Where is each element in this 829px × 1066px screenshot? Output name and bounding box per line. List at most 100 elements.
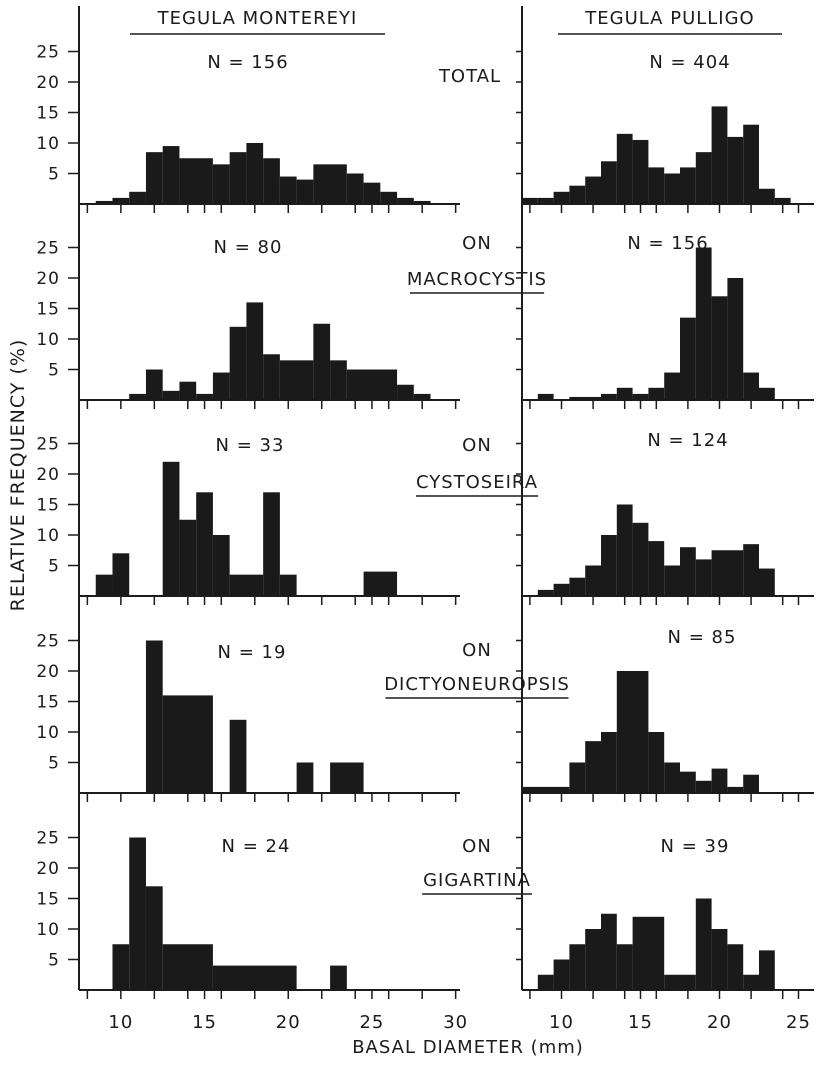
histogram-bar [162,461,180,596]
histogram-bar [680,167,696,204]
y-tick-label: 5 [48,951,60,971]
histogram-bar [212,372,230,400]
sample-size-label: N = 156 [627,233,708,254]
histogram-bar [664,173,680,204]
histogram-bar [313,323,331,400]
histogram-bar [246,302,264,400]
y-tick-label: 25 [36,239,60,259]
x-tick-label: 15 [628,1012,653,1033]
histogram-bar [397,197,414,204]
histogram-bar [759,188,775,204]
histogram-bar [632,139,649,204]
histogram-bar [346,369,398,400]
histogram-bar [330,965,347,990]
histogram-bar [537,197,554,204]
histogram-bar [397,384,414,400]
histogram-bar [616,671,649,793]
histogram-bar [145,886,163,990]
histogram-bar [229,152,247,204]
sample-size-label: N = 24 [222,836,291,857]
histogram-bar [569,577,586,596]
y-tick-label: 25 [36,829,60,849]
histogram-bar [632,393,649,400]
x-tick-label: 20 [276,1012,301,1033]
histogram-bar [632,522,649,596]
histogram-bar [695,152,712,204]
substrate-label: CYSTOSEIRA [416,472,538,493]
substrate-prefix: ON [462,836,492,857]
histogram-bar [759,950,775,990]
histogram-bar [212,535,230,596]
y-tick-label: 10 [36,526,60,546]
y-tick-label: 15 [36,104,60,124]
substrate-label: MACROCYSTIS [407,269,547,290]
histogram-bar [145,640,163,793]
histogram-bar [537,589,554,596]
histogram-bar [296,179,314,204]
y-tick-label: 25 [36,43,60,63]
histogram-bar [179,519,197,596]
histogram-bar [363,182,381,204]
histogram-bar [743,974,759,990]
y-tick-label: 15 [36,300,60,320]
y-tick-label: 10 [36,330,60,350]
histogram-bar [229,326,247,400]
histogram-bar [330,762,364,793]
histogram-bar [212,164,230,204]
histogram-bar [229,719,247,793]
y-tick-label: 25 [36,632,60,652]
histogram-bar [296,762,314,793]
histogram-bar [263,354,280,400]
y-tick-label: 10 [36,920,60,940]
histogram-bar [601,732,617,793]
histogram-bar [279,574,297,596]
histogram-bar [569,944,586,990]
histogram-bar [522,786,570,793]
histogram-bar [695,559,712,596]
histogram-bar [711,550,744,596]
histogram-bar [346,173,364,204]
histogram-bar [413,200,431,204]
histogram-bar [196,393,213,400]
column-title: TEGULA MONTEREYI [157,8,358,29]
histogram-bar [313,164,347,204]
histogram-bar [711,296,728,400]
histogram-bar [743,544,759,596]
y-tick-label: 15 [36,890,60,910]
x-tick-label: 25 [786,1012,811,1033]
histogram-bar [112,944,130,990]
x-tick-label: 25 [359,1012,384,1033]
histogram-bar [522,197,538,204]
histogram-bar [179,381,197,400]
histogram-bar [129,837,146,990]
histogram-bar [537,974,554,990]
histogram-bar [727,278,744,400]
histogram-bar [162,944,213,990]
histogram-bar [212,965,297,990]
histogram-bar [616,133,633,204]
sample-size-label: N = 33 [216,435,285,456]
x-tick-label: 20 [707,1012,732,1033]
y-tick-label: 15 [36,496,60,516]
sample-size-label: N = 156 [207,52,288,73]
histogram-bar [569,396,601,400]
y-axis-label: RELATIVE FREQUENCY (%) [7,339,29,612]
histogram-bar [743,124,759,204]
histogram-bar [179,158,213,204]
column-title: TEGULA PULLIGO [584,8,754,29]
histogram-bar [363,571,398,596]
x-tick-label: 10 [108,1012,133,1033]
histogram-bar [695,898,712,990]
histogram-bar [246,143,264,204]
y-tick-label: 5 [48,361,60,381]
histogram-bar [263,492,280,596]
histogram-bar [648,732,665,793]
substrate-prefix: ON [462,640,492,661]
histogram-bar [616,387,633,400]
x-tick-label: 30 [443,1012,468,1033]
y-tick-label: 20 [36,73,60,93]
histogram-bar [616,944,633,990]
histogram-bar [695,780,712,793]
histogram-bar [680,317,696,400]
